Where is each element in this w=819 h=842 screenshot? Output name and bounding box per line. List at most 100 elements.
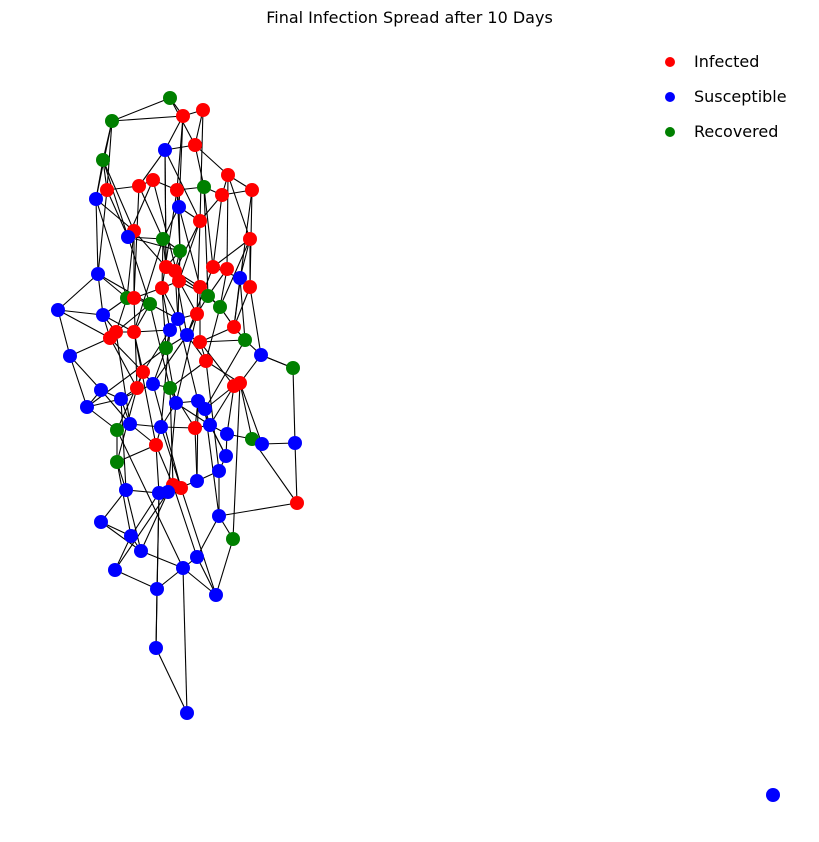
graph-edge — [116, 429, 184, 569]
graph-node-recovered — [105, 114, 119, 128]
graph-edge — [204, 339, 246, 410]
graph-edge — [212, 238, 251, 268]
graph-edge — [133, 185, 140, 299]
graph-node-infected — [136, 365, 150, 379]
graph-node-susceptible — [233, 271, 247, 285]
graph-edge — [155, 444, 174, 486]
graph-edge — [196, 220, 201, 315]
graph-edge — [140, 491, 169, 552]
graph-edge — [194, 427, 198, 482]
graph-edge — [102, 159, 135, 232]
graph-edge — [249, 286, 262, 356]
graph-node-susceptible — [176, 561, 190, 575]
graph-node-infected — [149, 438, 163, 452]
graph-node-susceptible — [190, 550, 204, 564]
graph-edge — [167, 402, 177, 493]
graph-node-infected — [100, 183, 114, 197]
graph-edge — [215, 538, 234, 596]
graph-edge — [109, 337, 138, 389]
graph-node-recovered — [159, 341, 173, 355]
graph-edge — [152, 383, 182, 489]
graph-edge — [116, 444, 157, 463]
graph-node-susceptible — [158, 143, 172, 157]
graph-edge — [100, 521, 142, 552]
graph-edge — [156, 492, 160, 590]
graph-edge — [152, 334, 188, 385]
graph-node-susceptible — [220, 427, 234, 441]
graph-edge — [205, 306, 221, 362]
graph-edge — [69, 355, 88, 408]
legend-item-recovered: Recovered — [660, 114, 787, 149]
graph-node-infected — [176, 109, 190, 123]
graph-edge — [140, 550, 184, 569]
graph-edge — [169, 360, 207, 389]
graph-node-infected — [103, 331, 117, 345]
legend: Infected Susceptible Recovered — [660, 44, 787, 149]
graph-edge — [155, 444, 160, 494]
graph-edge — [102, 159, 129, 238]
graph-edge — [182, 567, 217, 596]
graph-node-susceptible — [89, 192, 103, 206]
graph-node-infected — [146, 173, 160, 187]
chart-title: Final Infection Spread after 10 Days — [266, 8, 553, 27]
graph-edge — [95, 198, 128, 299]
graph-edge — [95, 198, 135, 232]
graph-node-susceptible — [212, 509, 226, 523]
graph-edge — [138, 185, 164, 240]
graph-edge — [164, 149, 201, 222]
graph-node-recovered — [226, 532, 240, 546]
graph-edge — [205, 360, 220, 472]
graph-node-susceptible — [203, 418, 217, 432]
legend-item-infected: Infected — [660, 44, 787, 79]
graph-node-susceptible — [171, 312, 185, 326]
graph-edge — [226, 385, 235, 435]
graph-node-recovered — [238, 333, 252, 347]
graph-edge — [86, 347, 167, 408]
graph-node-recovered — [197, 180, 211, 194]
graph-node-recovered — [163, 381, 177, 395]
graph-node-recovered — [201, 289, 215, 303]
graph-edge — [114, 569, 158, 590]
graph-node-susceptible — [119, 483, 133, 497]
graph-node-susceptible — [123, 417, 137, 431]
graph-edge — [194, 144, 205, 188]
graph-node-susceptible — [114, 392, 128, 406]
graph-edge — [199, 339, 246, 343]
graph-edge — [165, 347, 177, 404]
graph-edge — [164, 149, 167, 268]
graph-node-susceptible — [63, 349, 77, 363]
graph-node-recovered — [96, 153, 110, 167]
graph-node-infected — [188, 421, 202, 435]
graph-node-susceptible — [161, 485, 175, 499]
graph-edge — [196, 556, 217, 596]
graph-edge — [95, 198, 99, 275]
graph-edge — [196, 400, 199, 482]
graph-node-infected — [127, 325, 141, 339]
graph-node-susceptible — [169, 396, 183, 410]
graph-node-infected — [290, 496, 304, 510]
graph-edge — [203, 186, 214, 268]
graph-node-recovered — [110, 423, 124, 437]
graph-node-susceptible — [80, 400, 94, 414]
graph-edge — [175, 313, 198, 404]
legend-item-susceptible: Susceptible — [660, 79, 787, 114]
graph-node-infected — [193, 280, 207, 294]
graph-edge — [97, 189, 108, 275]
graph-edge — [125, 489, 142, 552]
graph-node-susceptible — [94, 383, 108, 397]
graph-node-susceptible — [254, 348, 268, 362]
graph-edge — [133, 238, 164, 333]
legend-label-susceptible: Susceptible — [694, 87, 787, 106]
graph-node-susceptible — [172, 200, 186, 214]
graph-edge — [182, 567, 188, 714]
graph-node-infected — [227, 379, 241, 393]
graph-edge — [239, 382, 253, 440]
graph-edge — [218, 502, 298, 517]
graph-edge — [226, 174, 229, 270]
graph-node-infected — [155, 281, 169, 295]
graph-edge — [294, 442, 298, 504]
graph-edge — [106, 120, 113, 191]
graph-edge — [57, 309, 71, 357]
graph-edge — [169, 387, 196, 429]
graph-node-infected — [245, 183, 259, 197]
